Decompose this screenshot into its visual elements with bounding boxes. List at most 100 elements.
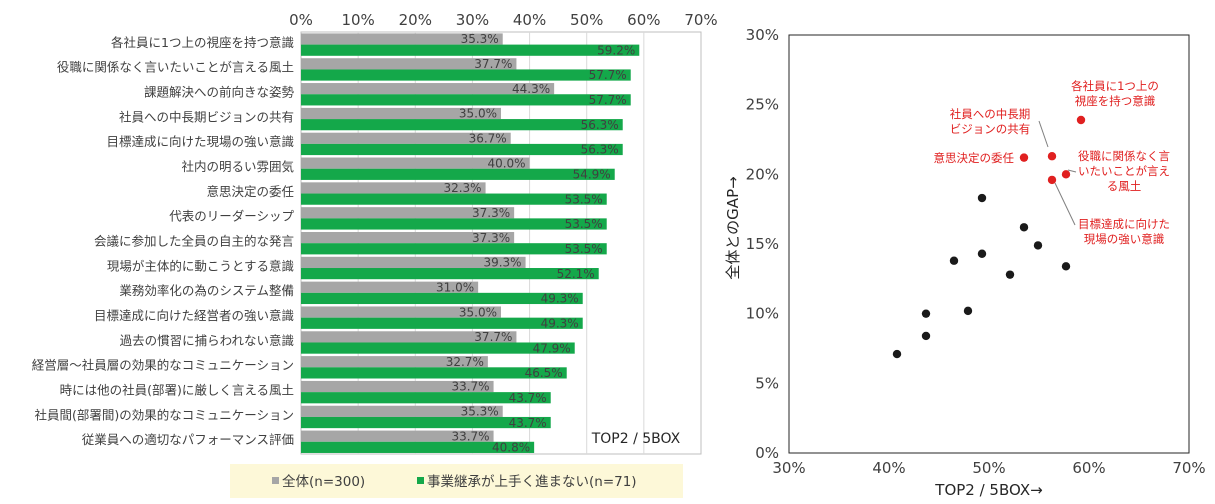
- bar-category-label: 会議に参加した全員の自主的な発言: [94, 233, 294, 248]
- bar-marks: [301, 33, 640, 453]
- bar-category-label: 目標達成に向けた現場の強い意識: [106, 134, 294, 149]
- bar-all: [301, 281, 479, 293]
- bar-category-label: 現場が主体的に動こうとする意識: [107, 258, 294, 273]
- bar-x-tick-label: 50%: [570, 11, 603, 29]
- bar-value-label-all: 39.3%: [483, 256, 521, 270]
- bar-struggling: [301, 441, 535, 453]
- bar-value-label-struggling: 49.3%: [541, 292, 579, 306]
- bar-x-axis-ticks: 0% 10% 20% 30% 40% 50% 60% 70%: [289, 11, 718, 29]
- scatter-annotation-text: 各社員に1つ上の: [1071, 79, 1159, 93]
- bar-value-label-all: 37.3%: [472, 231, 510, 245]
- bar-value-label-all: 35.0%: [459, 305, 497, 319]
- scatter-x-tick-label: 60%: [1072, 459, 1105, 477]
- bar-value-label-all: 44.3%: [512, 82, 550, 96]
- bar-value-label-all: 33.7%: [451, 429, 489, 443]
- bar-all: [301, 132, 511, 144]
- scatter-x-axis-ticks: 30% 40% 50% 60% 70%: [772, 459, 1205, 477]
- scatter-y-axis-ticks: 0% 5% 10% 15% 20% 25% 30%: [746, 26, 779, 462]
- bar-all: [301, 405, 503, 417]
- scatter-plot-frame: [788, 34, 1190, 454]
- bar-category-label: 役職に関係なく言いたいことが言える風土: [57, 60, 294, 75]
- bar-value-label-all: 37.3%: [472, 206, 510, 220]
- scatter-chart: 0% 5% 10% 15% 20% 25% 30% 30% 40% 50% 60% 70% 各社員に…: [724, 26, 1206, 499]
- bar-struggling: [301, 367, 567, 379]
- bar-value-label-all: 37.7%: [474, 57, 512, 71]
- bar-x-tick-label: 60%: [627, 11, 660, 29]
- bar-category-label: 意思決定の委任: [206, 184, 294, 199]
- bar-x-tick-label: 0%: [289, 11, 313, 29]
- bar-value-label-struggling: 59.2%: [597, 43, 635, 57]
- bar-all: [301, 331, 517, 343]
- legend-label-all: 全体(n=300): [282, 473, 365, 490]
- bar-value-label-all: 33.7%: [451, 380, 489, 394]
- scatter-x-axis-label: TOP2 / 5BOX→: [934, 481, 1042, 499]
- scatter-highlighted-point: [1047, 152, 1057, 161]
- bar-value-label-struggling: 43.7%: [509, 391, 547, 405]
- bar-struggling: [301, 94, 631, 106]
- bar-value-label-all: 32.3%: [443, 181, 481, 195]
- bar-struggling: [301, 292, 583, 305]
- bar-category-label: 目標達成に向けた経営者の強い意識: [94, 308, 294, 323]
- bar-value-label-struggling: 57.7%: [589, 93, 627, 107]
- bar-value-label-all: 35.3%: [461, 405, 499, 419]
- scatter-annotation-text: 目標達成に向けた: [1078, 217, 1170, 231]
- scatter-point: [892, 349, 902, 359]
- scatter-annotation-text: 意思決定の委任: [934, 151, 1015, 165]
- bar-all: [301, 256, 526, 269]
- bar-category-label: 各社員に1つ上の視座を持つ意識: [111, 35, 294, 50]
- bar-value-label-struggling: 40.8%: [492, 441, 530, 455]
- scatter-y-tick-label: 25%: [746, 96, 779, 114]
- bar-value-label-all: 35.3%: [461, 32, 499, 46]
- bar-x-tick-label: 30%: [456, 11, 489, 29]
- bar-value-label-all: 31.0%: [436, 280, 474, 294]
- bar-struggling: [301, 243, 607, 255]
- scatter-point: [1019, 223, 1029, 232]
- bar-value-label-struggling: 43.7%: [509, 416, 547, 430]
- scatter-x-tick-label: 40%: [872, 459, 905, 477]
- scatter-y-tick-label: 0%: [755, 444, 779, 462]
- bar-category-label: 業務効率化の為のシステム整備: [119, 283, 294, 298]
- bar-value-label-all: 32.7%: [446, 355, 484, 369]
- scatter-point: [921, 331, 931, 341]
- bar-category-label: 過去の慣習に捕らわれない意識: [120, 333, 294, 348]
- scatter-point: [963, 306, 973, 316]
- bar-all: [301, 58, 517, 70]
- scatter-y-tick-label: 10%: [746, 305, 779, 323]
- bar-x-tick-label: 20%: [399, 11, 432, 29]
- bar-category-label: 社員間(部署間)の効果的なコミュニケーション: [34, 407, 294, 422]
- bar-category-label: 経営層～社員層の効果的なコミュニケーション: [32, 358, 294, 373]
- bar-value-label-struggling: 56.3%: [581, 143, 619, 157]
- bar-all: [301, 207, 515, 219]
- scatter-annotation-text: 現場の強い意識: [1084, 232, 1165, 246]
- bar-all: [301, 83, 555, 95]
- bar-category-labels: 各社員に1つ上の視座を持つ意識役職に関係なく言いたいことが言える風土課題解決への…: [32, 35, 295, 447]
- bar-all: [301, 157, 530, 169]
- bar-value-label-struggling: 46.5%: [525, 366, 563, 380]
- bar-all: [301, 33, 503, 45]
- legend: 全体(n=300) 事業継承が上手く進まない(n=71): [230, 464, 683, 498]
- bar-value-label-struggling: 53.5%: [565, 217, 603, 231]
- scatter-point: [977, 249, 987, 258]
- bar-value-label-struggling: 53.5%: [565, 242, 603, 256]
- scatter-highlighted-point: [1076, 115, 1086, 125]
- bar-all: [301, 306, 501, 318]
- bar-struggling: [301, 143, 623, 156]
- bar-category-label: 代表のリーダーシップ: [169, 209, 294, 224]
- bar-value-label-all: 36.7%: [469, 131, 507, 145]
- scatter-point: [921, 309, 931, 318]
- scatter-annotation-text: 役職に関係なく言: [1078, 149, 1170, 163]
- legend-swatch-struggling: [417, 477, 424, 484]
- bar-value-label-struggling: 56.3%: [581, 118, 619, 132]
- scatter-point: [1061, 262, 1071, 271]
- scatter-highlighted-point: [1047, 175, 1057, 185]
- bar-category-label: 従業員への適切なパフォーマンス評価: [82, 432, 294, 447]
- scatter-x-tick-label: 30%: [772, 459, 805, 477]
- bar-category-label: 社員への中長期ビジョンの共有: [119, 109, 294, 124]
- bar-struggling: [301, 168, 615, 180]
- bar-struggling: [301, 268, 599, 280]
- bar-all: [301, 182, 486, 194]
- bar-x-tick-label: 40%: [513, 11, 546, 29]
- scatter-annotation-text: ビジョンの共有: [950, 122, 1031, 136]
- bar-all: [301, 107, 501, 120]
